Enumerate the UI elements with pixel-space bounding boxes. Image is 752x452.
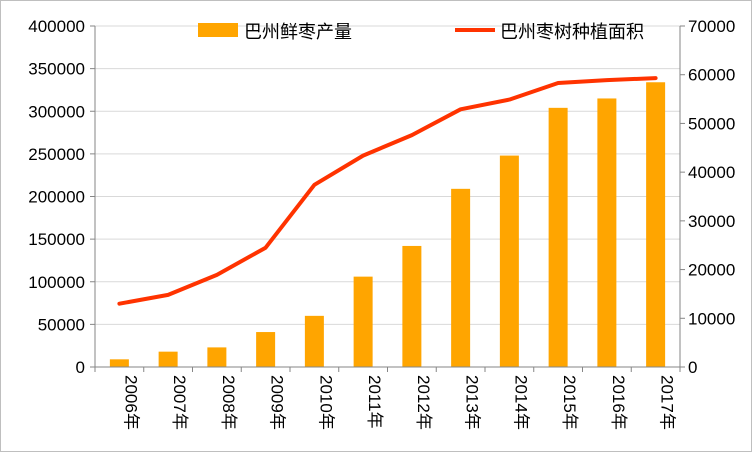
right-tick-label: 50000 — [688, 114, 735, 133]
x-tick-label: 2006年 — [121, 375, 140, 430]
right-tick-label: 40000 — [688, 163, 735, 182]
bar — [548, 107, 568, 367]
x-tick-label: 2013年 — [463, 375, 482, 430]
left-tick-label: 100000 — [28, 273, 85, 292]
left-tick-label: 300000 — [28, 102, 85, 121]
bar — [353, 276, 373, 367]
right-tick-label: 0 — [688, 358, 697, 377]
x-tick-label: 2010年 — [316, 375, 335, 430]
bar — [499, 155, 519, 367]
x-axis-ticks: 2006年 2007年 2008年 2009年 2010年 2011年 2012年 2013年… — [94, 367, 681, 430]
right-axis-ticks: 0 10000 20000 30000 40000 50000 60000 70000 — [680, 17, 735, 377]
bar — [109, 359, 129, 367]
right-tick-label: 30000 — [688, 212, 735, 231]
legend: 巴州鲜枣产量 巴州枣树种植面积 — [198, 22, 644, 42]
left-tick-label: 200000 — [28, 188, 85, 207]
legend-bar-swatch — [198, 23, 238, 37]
left-tick-label: 350000 — [28, 60, 85, 79]
right-tick-label: 70000 — [688, 17, 735, 36]
x-tick-label: 2012年 — [414, 375, 433, 430]
bar — [597, 98, 617, 368]
left-tick-label: 400000 — [28, 17, 85, 36]
x-tick-label: 2007年 — [170, 375, 189, 430]
legend-line-label: 巴州枣树种植面积 — [500, 22, 644, 42]
left-tick-label: 50000 — [38, 315, 85, 334]
bar — [646, 82, 666, 367]
bar — [402, 245, 422, 367]
right-tick-label: 20000 — [688, 261, 735, 280]
series-line — [117, 76, 658, 306]
right-tick-label: 10000 — [688, 309, 735, 328]
bar — [158, 351, 178, 367]
x-tick-label: 2014年 — [511, 375, 530, 430]
x-tick-label: 2008年 — [219, 375, 238, 430]
left-tick-label: 150000 — [28, 230, 85, 249]
legend-bar-label: 巴州鲜枣产量 — [244, 22, 352, 42]
left-tick-label: 0 — [76, 358, 85, 377]
bar — [451, 188, 471, 367]
bar-series — [109, 82, 666, 368]
bar — [256, 332, 276, 367]
left-axis-ticks: 0 50000 100000 150000 200000 250000 300000 3500… — [28, 17, 95, 377]
left-tick-label: 250000 — [28, 145, 85, 164]
x-tick-label: 2016年 — [609, 375, 628, 430]
bar — [304, 315, 324, 367]
right-tick-label: 60000 — [688, 66, 735, 85]
x-tick-label: 2009年 — [268, 375, 287, 430]
x-tick-label: 2015年 — [560, 375, 579, 430]
line-series — [117, 76, 658, 306]
x-tick-label: 2017年 — [658, 375, 677, 430]
x-tick-label: 2011年 — [365, 375, 384, 429]
bar — [207, 347, 227, 367]
